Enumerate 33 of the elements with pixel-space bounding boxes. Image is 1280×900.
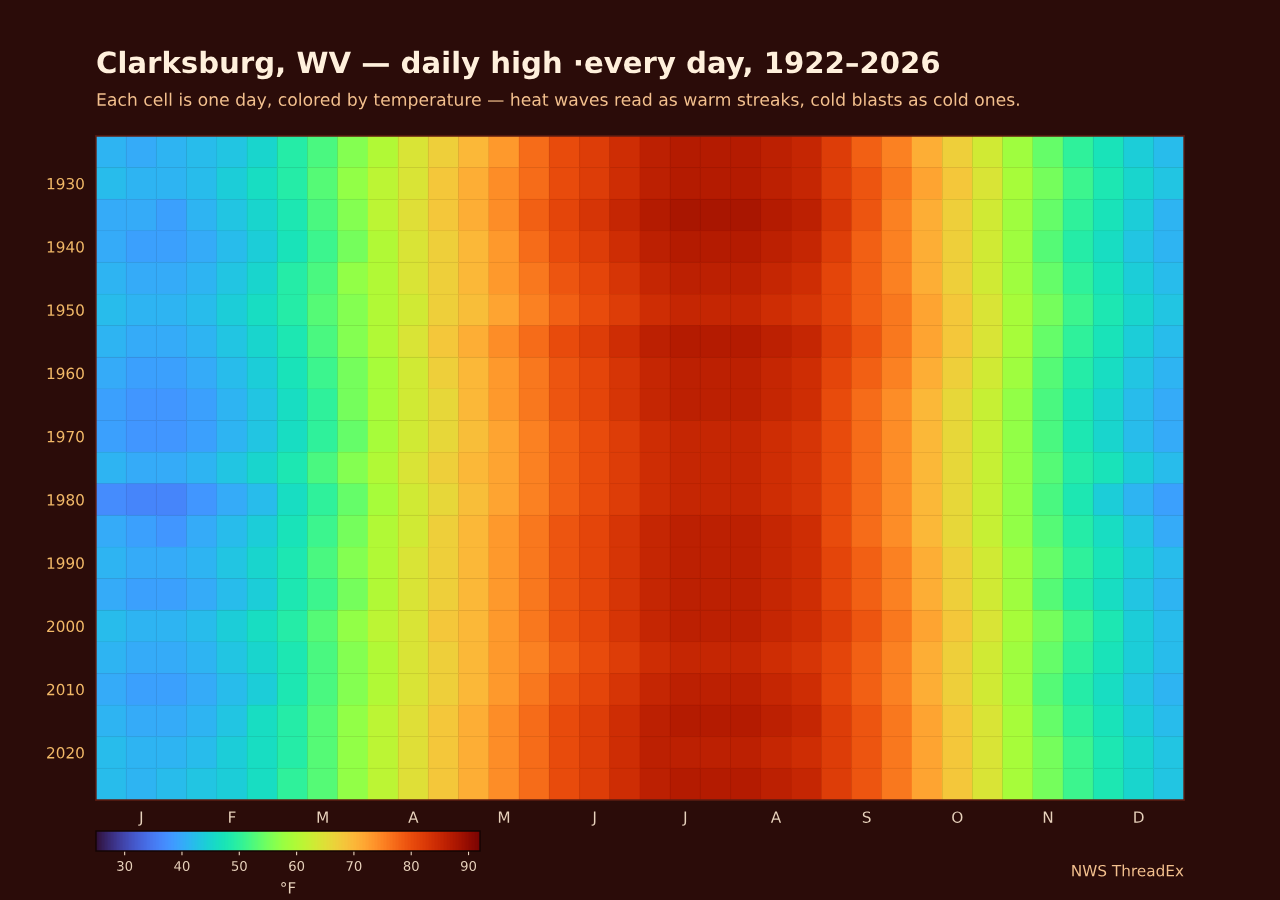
x-tick-label: D bbox=[1134, 811, 1144, 823]
x-tick-label: A bbox=[770, 811, 782, 823]
y-tick-label: 1980 bbox=[47, 494, 84, 506]
y-tick-label: 1970 bbox=[47, 430, 84, 443]
x-tick-label: M bbox=[498, 811, 510, 823]
color-bar-label: 70 bbox=[346, 860, 362, 871]
x-tick-label: F bbox=[229, 811, 236, 823]
color-bar-title: °F bbox=[281, 882, 296, 894]
color-bar-label: 90 bbox=[460, 860, 477, 871]
y-tick-label: 1990 bbox=[47, 557, 84, 569]
text: NWS ThreadEx bbox=[1072, 864, 1184, 877]
chart-subtitle: Each cell is one day, colored by temperature — heat waves read as warm streaks, cold blasts as cold ones. bbox=[97, 92, 1019, 110]
color-bar-label: 80 bbox=[403, 860, 419, 871]
x-tick-label: J bbox=[682, 811, 687, 826]
color-bar-label: 50 bbox=[231, 860, 247, 871]
y-tick-label: 2010 bbox=[47, 683, 84, 696]
y-tick-label: 1940 bbox=[47, 241, 84, 253]
x-tick-label: M bbox=[317, 811, 328, 823]
y-tick-label: 1950 bbox=[47, 304, 84, 316]
x-tick-label: O bbox=[952, 811, 963, 823]
x-tick-label: N bbox=[1043, 811, 1053, 823]
color-bar-label: 60 bbox=[289, 860, 305, 871]
chart-title: Clarksburg, WV — daily high ·every day, 1922–2026 bbox=[97, 50, 940, 80]
x-tick-label: S bbox=[862, 811, 871, 823]
y-tick-label: 2020 bbox=[47, 747, 84, 759]
y-tick-label: 1930 bbox=[47, 177, 84, 190]
y-tick-label: 2000 bbox=[47, 620, 84, 633]
color-bar-label: 40 bbox=[174, 860, 190, 871]
x-tick-label: A bbox=[408, 811, 419, 823]
color-bar-label: 30 bbox=[117, 860, 133, 871]
y-tick-label: 1960 bbox=[47, 367, 84, 380]
x-tick-label: J bbox=[138, 811, 143, 826]
x-tick-label: J bbox=[591, 811, 596, 826]
